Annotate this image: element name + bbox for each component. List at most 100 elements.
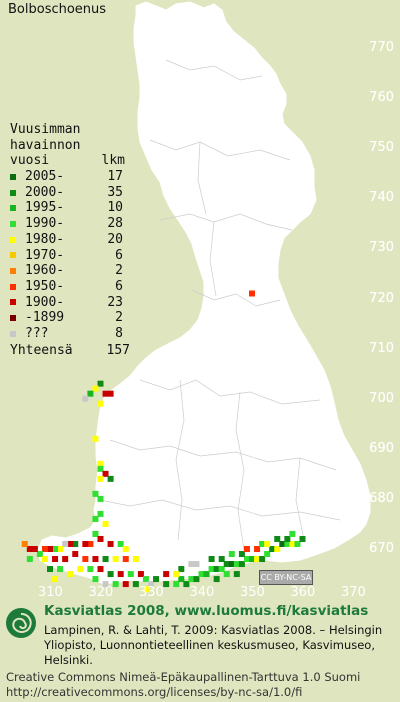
legend-col-year: vuosi — [10, 153, 50, 169]
occurrence-square — [259, 540, 266, 547]
occurrence-square — [188, 576, 195, 583]
legend-header: Vuusimman havainnon vuosi lkm — [10, 122, 130, 169]
legend-rows: 2005- 17 2000- 35 1995- 10 1990- 28 1980- 20 1970-… — [10, 169, 130, 342]
occurrence-square — [193, 561, 200, 568]
y-tick-label: 700 — [369, 390, 394, 406]
occurrence-square — [208, 566, 215, 573]
occurrence-square — [97, 495, 104, 502]
occurrence-square — [289, 530, 296, 537]
occurrence-square — [47, 566, 53, 573]
legend-count: 28 — [107, 216, 123, 232]
occurrence-square — [62, 540, 69, 547]
occurrence-square — [193, 576, 200, 583]
legend-row: 1980- 20 — [10, 232, 130, 248]
occurrence-square — [41, 546, 48, 552]
x-tick-label: 320 — [88, 585, 114, 600]
legend-year: 2005- — [25, 169, 65, 185]
occurrence-square — [132, 556, 139, 563]
occurrence-square — [92, 576, 99, 583]
legend-total-value: 157 — [106, 342, 130, 358]
occurrence-square — [163, 581, 170, 588]
y-tick-label: 760 — [369, 90, 394, 106]
occurrence-square — [102, 470, 109, 477]
occurrence-square — [92, 490, 99, 497]
occurrence-square — [233, 561, 240, 568]
occurrence-square — [254, 546, 261, 552]
y-tick-label: 770 — [369, 40, 394, 55]
occurrence-square — [82, 556, 89, 563]
occurrence-square — [102, 581, 109, 588]
footer-license[interactable]: Creative Commons Nimeä-Epäkaupallinen-Ta… — [6, 670, 361, 699]
occurrence-square — [122, 546, 129, 552]
occurrence-square — [264, 551, 271, 558]
legend-count: 6 — [115, 247, 123, 263]
legend-year: 1970- — [25, 247, 65, 263]
x-tick-label: 360 — [290, 585, 316, 600]
occurrence-square — [183, 581, 190, 588]
y-tick-label: 720 — [369, 290, 394, 306]
occurrence-square — [269, 546, 276, 552]
occurrence-square — [87, 540, 94, 547]
legend-header-line-2: havainnon — [10, 137, 81, 153]
occurrence-square — [274, 546, 281, 552]
legend-swatch — [10, 205, 16, 212]
legend-year: 2000- — [25, 184, 65, 200]
occurrence-square — [117, 571, 124, 578]
occurrence-square — [107, 540, 114, 547]
occurrence-square — [31, 546, 38, 552]
occurrence-square — [117, 540, 124, 547]
legend-count: 6 — [115, 278, 123, 294]
occurrence-square — [163, 571, 170, 578]
legend: Vuusimman havainnon vuosi lkm 2005- 17 200… — [10, 122, 130, 358]
occurrence-square — [97, 460, 104, 467]
occurrence-square — [67, 540, 74, 547]
legend-header-line-1: Vuusimman — [10, 122, 81, 137]
legend-count: 8 — [115, 325, 123, 341]
occurrence-square — [259, 556, 266, 563]
occurrence-square — [218, 556, 225, 563]
legend-swatch — [10, 189, 16, 196]
cc-license-badge[interactable]: CC BY-NC-SA — [259, 570, 313, 585]
legend-row: 1990- 28 — [10, 216, 130, 232]
legend-count: 23 — [107, 294, 123, 310]
legend-swatch — [10, 236, 16, 243]
legend-count: 17 — [107, 169, 123, 185]
occurrence-square — [173, 581, 180, 588]
occurrence-square — [21, 540, 28, 547]
occurrence-square — [254, 556, 261, 563]
legend-year: -1899 — [25, 310, 65, 326]
occurrence-square — [52, 576, 59, 583]
footer-headline[interactable]: Kasviatlas 2008, www.luomus.fi/kasviatla… — [44, 603, 369, 619]
occurrence-square — [127, 571, 134, 578]
occurrence-square — [107, 475, 114, 482]
occurrence-square — [274, 535, 281, 542]
occurrence-square — [36, 551, 43, 558]
occurrence-square — [92, 515, 99, 522]
occurrence-square — [218, 566, 225, 573]
x-tick-label: 370 — [341, 585, 366, 600]
occurrence-square — [47, 546, 53, 552]
legend-count: 20 — [107, 231, 123, 247]
occurrence-square — [62, 556, 69, 563]
legend-year: 1980- — [25, 231, 65, 247]
occurrence-square — [97, 566, 104, 573]
occurrence-square — [223, 561, 230, 568]
occurrence-square — [82, 395, 89, 402]
legend-swatch — [10, 252, 16, 259]
occurrence-square — [57, 566, 64, 573]
occurrence-square — [243, 546, 250, 552]
legend-row: 2000- 35 — [10, 185, 130, 201]
occurrence-square — [148, 581, 154, 588]
occurrence-square — [97, 510, 104, 517]
occurrence-square — [26, 546, 33, 552]
occurrence-square — [223, 571, 230, 578]
legend-row: 2005- 17 — [10, 169, 130, 185]
legend-swatch — [10, 268, 16, 275]
occurrence-square — [97, 475, 104, 482]
occurrence-square — [213, 566, 220, 573]
occurrence-square — [72, 540, 79, 547]
occurrence-square — [52, 546, 59, 552]
occurrence-square — [112, 581, 119, 588]
x-tick-label: 330 — [139, 585, 164, 600]
